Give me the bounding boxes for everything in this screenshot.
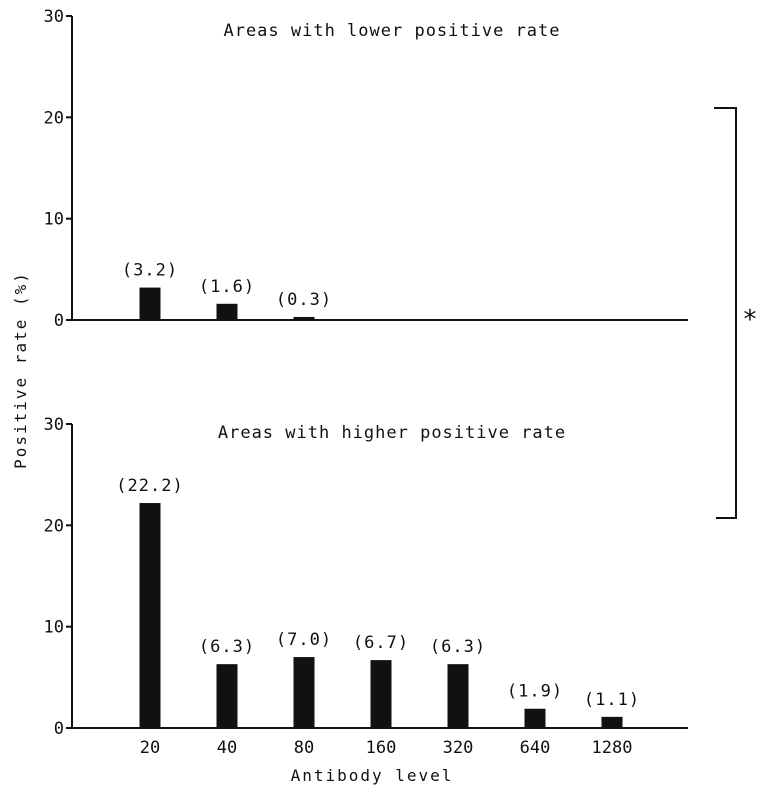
- y-tick-label-panel-2: 10: [44, 618, 64, 638]
- data-label-panel-2-160: (6.7): [353, 633, 409, 653]
- bar-panel-2-640: [524, 708, 546, 728]
- data-label-panel-2-40: (6.3): [199, 637, 255, 657]
- y-tick-label-panel-2: 0: [54, 719, 64, 739]
- significance-marker: *: [742, 305, 757, 335]
- axes-layer: [66, 15, 737, 729]
- x-tick-label-40: 40: [217, 738, 237, 758]
- data-label-panel-2-1280: (1.1): [584, 690, 640, 710]
- text-layer: 0 10 20 30 Areas with lower positive rate (3.…: [11, 7, 757, 785]
- bar-panel-1-80: [293, 316, 315, 320]
- bar-panel-2-80: [293, 657, 315, 728]
- bar-panel-1-20: [139, 287, 161, 320]
- bar-panel-2-160: [370, 660, 392, 728]
- y-tick-label-panel-1: 0: [54, 311, 64, 331]
- y-axis-label: Positive rate (%): [11, 271, 30, 469]
- data-label-panel-1-80: (0.3): [276, 290, 332, 310]
- y-tick-label-panel-1: 10: [44, 210, 64, 230]
- bar-panel-2-40: [216, 664, 238, 728]
- y-tick-label-panel-1: 20: [44, 108, 64, 128]
- bar-panel-2-1280: [601, 716, 623, 728]
- x-tick-label-20: 20: [140, 738, 160, 758]
- y-tick-label-panel-2: 30: [44, 415, 64, 435]
- data-label-panel-2-640: (1.9): [507, 682, 563, 702]
- x-tick-label-640: 640: [520, 738, 551, 758]
- data-label-panel-1-20: (3.2): [122, 261, 178, 281]
- panel-title-1: Areas with lower positive rate: [223, 21, 560, 41]
- bars-layer: [139, 287, 623, 728]
- data-label-panel-2-20: (22.2): [116, 476, 183, 496]
- x-tick-label-320: 320: [443, 738, 474, 758]
- bar-panel-1-40: [216, 303, 238, 320]
- data-label-panel-2-80: (7.0): [276, 630, 332, 650]
- x-axis-label: Antibody level: [291, 766, 454, 785]
- y-tick-label-panel-1: 30: [44, 7, 64, 27]
- data-label-panel-1-40: (1.6): [199, 277, 255, 297]
- x-tick-label-160: 160: [366, 738, 397, 758]
- y-tick-label-panel-2: 20: [44, 516, 64, 536]
- panel-title-2: Areas with higher positive rate: [218, 423, 566, 443]
- bar-panel-2-20: [139, 503, 161, 728]
- data-label-panel-2-320: (6.3): [430, 637, 486, 657]
- x-tick-label-80: 80: [294, 738, 314, 758]
- x-tick-label-1280: 1280: [592, 738, 633, 758]
- significance-bracket: [714, 107, 737, 519]
- bar-panel-2-320: [447, 664, 469, 728]
